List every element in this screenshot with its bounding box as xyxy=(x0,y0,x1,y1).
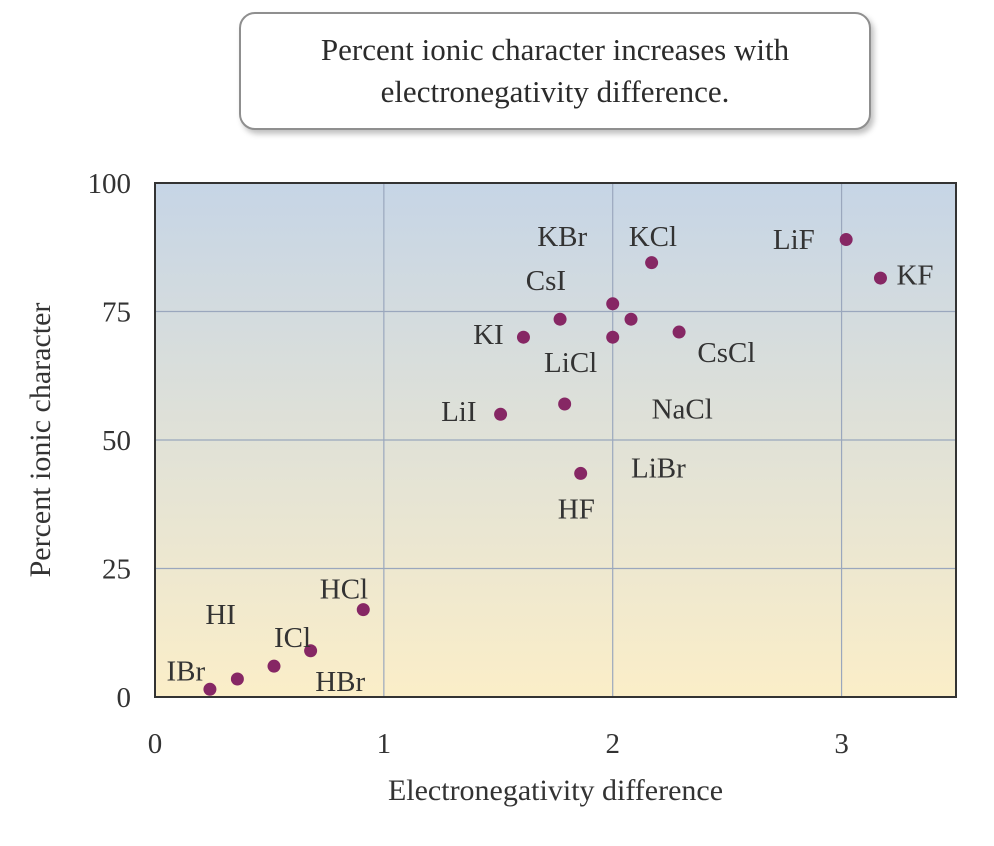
tick-labels: 0 1 2 3 0 25 50 75 100 xyxy=(88,168,849,760)
x-axis-label: Electronegativity difference xyxy=(388,774,723,807)
data-point xyxy=(267,659,281,673)
data-point xyxy=(494,407,508,421)
gridlines xyxy=(155,183,956,697)
data-points xyxy=(203,233,887,696)
y-tick-label: 75 xyxy=(102,297,131,329)
data-point xyxy=(873,271,887,285)
x-tick-label: 1 xyxy=(377,728,392,760)
data-point xyxy=(558,397,572,411)
data-point xyxy=(645,256,659,270)
x-tick-label: 3 xyxy=(834,728,849,760)
x-tick-label: 2 xyxy=(605,728,620,760)
data-point xyxy=(516,330,530,344)
data-point xyxy=(839,233,853,247)
y-tick-label: 0 xyxy=(117,682,132,714)
data-point xyxy=(672,325,686,339)
y-tick-label: 25 xyxy=(102,554,131,586)
point-label: HF xyxy=(558,494,595,526)
y-tick-label: 50 xyxy=(102,425,131,457)
point-label: KBr xyxy=(537,221,587,253)
callout-box: Percent ionic character increases with e… xyxy=(239,12,871,130)
callout-line-1: Percent ionic character increases with xyxy=(320,32,790,67)
data-point xyxy=(356,603,370,617)
point-label: KF xyxy=(896,260,933,292)
plot-frame xyxy=(154,182,957,698)
data-point xyxy=(230,672,244,686)
point-label: ICl xyxy=(274,622,311,654)
point-label: HBr xyxy=(315,666,365,698)
point-label: NaCl xyxy=(652,393,713,425)
data-point xyxy=(553,312,567,326)
point-label: LiI xyxy=(441,396,476,428)
point-label: HCl xyxy=(320,573,368,605)
point-label: LiBr xyxy=(631,452,686,484)
point-label: CsI xyxy=(526,265,566,297)
point-label: HI xyxy=(205,599,236,631)
y-tick-label: 100 xyxy=(88,168,132,200)
x-tick-label: 0 xyxy=(148,728,163,760)
y-axis-label: Percent ionic character xyxy=(24,303,57,578)
data-point xyxy=(624,312,638,326)
data-point xyxy=(606,297,620,311)
data-point xyxy=(203,682,217,696)
data-point xyxy=(606,330,620,344)
point-label: KCl xyxy=(629,221,677,253)
point-label: CsCl xyxy=(697,337,755,369)
point-label: LiF xyxy=(773,224,815,256)
data-point xyxy=(304,644,318,658)
callout-line-2: electronegativity difference. xyxy=(380,74,730,109)
point-label: IBr xyxy=(166,656,205,688)
data-point xyxy=(574,466,588,480)
point-label: KI xyxy=(473,319,504,351)
point-label: LiCl xyxy=(544,347,597,379)
